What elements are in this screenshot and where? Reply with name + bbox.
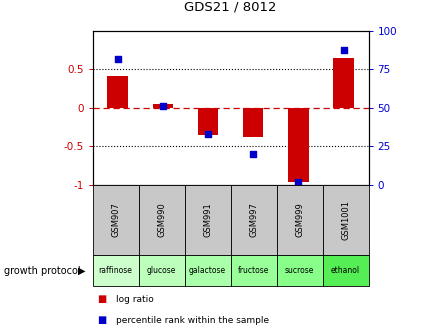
Text: ■: ■ (97, 316, 106, 325)
Text: percentile rank within the sample: percentile rank within the sample (116, 316, 269, 325)
Bar (107, 76, 127, 108)
Point (114, 56, 121, 61)
Point (159, 104, 166, 109)
Text: glucose: glucose (147, 266, 176, 275)
Text: GSM990: GSM990 (157, 202, 166, 237)
Bar (243, 108, 263, 137)
Text: log ratio: log ratio (116, 295, 154, 304)
Bar (288, 108, 308, 182)
Text: ethanol: ethanol (330, 266, 359, 275)
Text: ▶: ▶ (78, 266, 86, 276)
Text: growth protocol: growth protocol (4, 266, 81, 276)
Text: GDS21 / 8012: GDS21 / 8012 (184, 0, 276, 13)
Text: sucrose: sucrose (284, 266, 313, 275)
Bar (197, 108, 218, 135)
Text: GSM999: GSM999 (295, 202, 303, 237)
Text: raffinose: raffinose (98, 266, 132, 275)
Bar (152, 104, 172, 108)
Bar (333, 58, 353, 108)
Text: ■: ■ (97, 294, 106, 304)
Text: galactose: galactose (189, 266, 226, 275)
Text: GSM1001: GSM1001 (340, 200, 349, 240)
Text: GSM907: GSM907 (111, 202, 120, 237)
Text: fructose: fructose (237, 266, 269, 275)
Point (204, 131, 211, 137)
Text: GSM991: GSM991 (203, 202, 212, 237)
Point (249, 151, 256, 157)
Point (294, 179, 301, 184)
Text: GSM997: GSM997 (249, 202, 258, 237)
Point (339, 47, 346, 52)
